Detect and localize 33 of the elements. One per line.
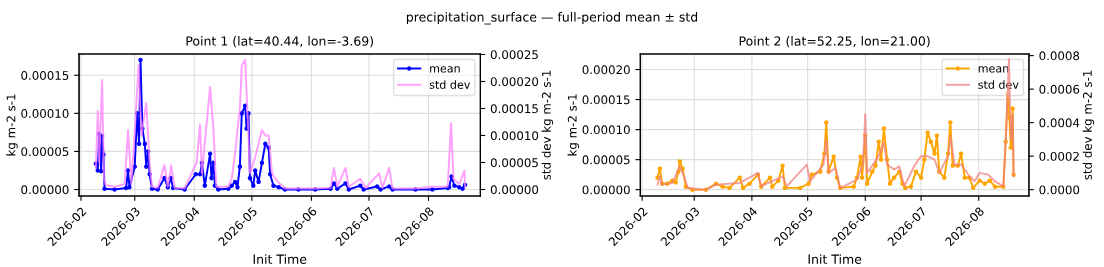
- y-tick-label: 0.00010: [21, 109, 69, 118]
- y-axis-title: kg m-2 s-1: [567, 94, 579, 156]
- y2-tick-label: 0.0008: [1039, 51, 1080, 61]
- legend-label: std dev: [978, 80, 1019, 89]
- text: precipitation_surface — full-period mean ± std: [406, 12, 698, 25]
- y-tick-label: 0.00015: [582, 95, 630, 105]
- y-tick-label: 0.00005: [582, 155, 630, 165]
- y2-axis-title: std dev kg m-2 s-1: [1082, 70, 1095, 180]
- y-tick-label: 0.00000: [582, 185, 630, 195]
- y-axis-title: kg m-2 s-1: [6, 94, 18, 156]
- y-tick-label: 0.00005: [21, 147, 69, 157]
- y2-tick-label: 0.0002: [1039, 151, 1079, 161]
- y2-tick-label: 0.00020: [490, 77, 539, 87]
- legend-label: std dev: [429, 80, 471, 89]
- y2-tick-label: 0.0006: [1039, 84, 1080, 94]
- legend-label: mean: [978, 66, 1009, 73]
- legend-label: mean: [430, 66, 460, 73]
- y-tick-label: 0.00000: [21, 185, 69, 195]
- chart-title: Point 2 (lat=52.25, lon=21.00): [739, 36, 930, 48]
- y-tick-label: 0.00015: [21, 70, 69, 80]
- y2-tick-label: 0.0004: [1039, 118, 1080, 128]
- y2-tick-label: 0.00010: [490, 131, 539, 141]
- y2-tick-label: 0.00015: [490, 104, 538, 114]
- y2-axis-title: std dev kg m-2 s-1: [541, 70, 554, 180]
- y2-tick-label: 0.00005: [490, 158, 538, 168]
- y2-tick-label: 0.00025: [490, 50, 538, 60]
- chart-title: Point 1 (lat=40.44, lon=-3.69): [186, 36, 374, 48]
- x-axis-title: Init Time: [808, 254, 862, 264]
- y2-tick-label: 0.0000: [1039, 185, 1080, 195]
- x-axis-title: Init Time: [253, 254, 307, 264]
- y-tick-label: 0.00010: [582, 125, 630, 135]
- y2-tick-label: 0.00000: [490, 185, 539, 195]
- y-tick-label: 0.00020: [582, 65, 630, 75]
